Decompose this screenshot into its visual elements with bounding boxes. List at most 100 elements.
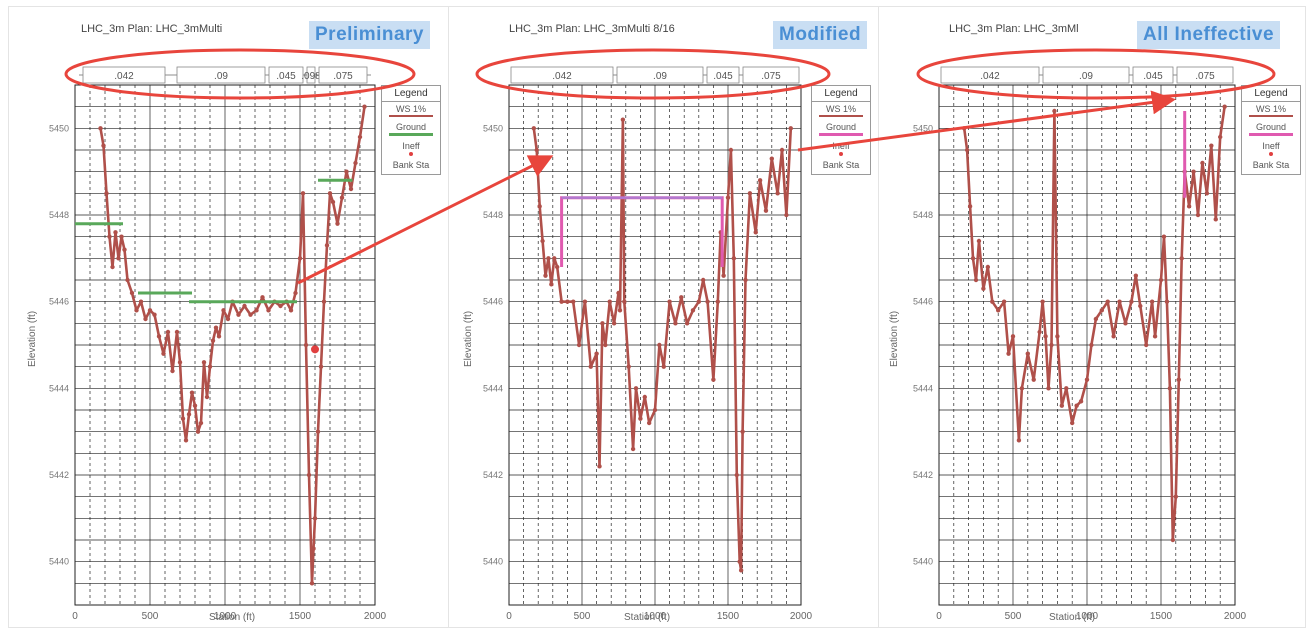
- ground-point: [763, 208, 769, 213]
- ground-point: [1144, 342, 1149, 348]
- x-tick-label: 1500: [289, 611, 312, 622]
- y-tick-label: 5450: [49, 123, 69, 133]
- ground-point: [189, 390, 195, 395]
- ground-point: [638, 416, 643, 421]
- stage-label-preliminary: Preliminary: [309, 21, 430, 49]
- ground-point: [236, 312, 241, 317]
- ground-point: [1089, 342, 1094, 348]
- ground-point: [98, 126, 103, 131]
- ground-point: [571, 299, 576, 304]
- ground-point: [630, 446, 636, 452]
- ground-point: [1052, 108, 1057, 114]
- ground-point: [119, 234, 124, 239]
- ground-point: [1043, 334, 1048, 339]
- ground-point: [600, 321, 605, 326]
- ground-point: [110, 264, 115, 270]
- ground-point: [1123, 321, 1128, 326]
- legend-label: Ineff: [402, 141, 420, 151]
- ground-point: [611, 321, 617, 326]
- y-tick-label: 5444: [913, 383, 933, 393]
- legend-item-ineff: Ineff: [812, 139, 870, 156]
- chart-legend: Legend WS 1% Ground Ineff Bank Sta: [811, 85, 871, 175]
- ground-point: [306, 472, 312, 478]
- y-tick-label: 5446: [49, 297, 69, 307]
- y-axis-label: Elevation (ft): [27, 310, 38, 367]
- ground-point: [311, 546, 316, 551]
- ground-point: [147, 308, 153, 313]
- ground-point: [357, 134, 363, 140]
- x-tick-label: 500: [1005, 611, 1022, 622]
- ground-point: [288, 308, 294, 313]
- ground-point: [1176, 377, 1181, 382]
- ground-point: [335, 221, 340, 226]
- ground-point: [990, 299, 995, 304]
- legend-item-bank: Bank Sta: [382, 158, 440, 174]
- n-value-label: .042: [980, 71, 1000, 82]
- ground-point: [559, 299, 564, 304]
- ground-point: [278, 303, 283, 309]
- ground-point: [646, 420, 652, 426]
- x-tick-label: 1500: [717, 611, 740, 622]
- legend-item-bank: Bank Sta: [812, 158, 870, 174]
- ground-point: [728, 147, 734, 153]
- ground-point: [266, 308, 271, 313]
- legend-item-ineff: Ineff: [382, 139, 440, 156]
- ground-point: [1078, 399, 1084, 404]
- n-value-label: .075: [333, 71, 353, 82]
- ground-point: [711, 377, 716, 382]
- ground-point: [973, 277, 979, 283]
- x-tick-label: 1000: [1076, 611, 1099, 622]
- ground-point: [1055, 334, 1060, 339]
- legend-label: WS 1%: [1255, 104, 1286, 114]
- ground-point: [324, 243, 330, 248]
- x-tick-label: 2000: [364, 611, 387, 622]
- x-tick-label: 500: [142, 611, 159, 622]
- x-tick-label: 0: [72, 611, 78, 622]
- ground-point: [747, 191, 753, 196]
- y-axis-label: Elevation (ft): [463, 310, 474, 367]
- legend-swatch-ground: [389, 133, 433, 136]
- legend-label: Ineff: [832, 141, 850, 151]
- ground-point: [1040, 299, 1045, 304]
- ground-point: [161, 351, 166, 356]
- ground-point: [769, 156, 774, 161]
- y-tick-label: 5448: [913, 210, 933, 220]
- ground-point: [725, 195, 731, 200]
- ground-point: [1191, 169, 1196, 174]
- ground-point: [134, 308, 139, 313]
- x-tick-label: 0: [506, 611, 512, 622]
- ground-point: [594, 351, 599, 356]
- y-tick-label: 5446: [913, 297, 933, 307]
- legend-title: Legend: [1242, 86, 1300, 102]
- ground-point: [1059, 403, 1065, 408]
- ground-point: [788, 126, 793, 131]
- panel-all-ineffective: 0 500 1000 1500 2000 5440 5442 5444 5446 5448 5450…: [878, 6, 1306, 628]
- ground-point: [143, 316, 148, 322]
- ground-point: [603, 342, 608, 348]
- ground-point: [1170, 537, 1176, 543]
- ground-point: [981, 286, 986, 291]
- ground-point: [531, 126, 537, 131]
- ground-point: [690, 308, 696, 313]
- ground-point: [721, 273, 726, 278]
- ground-point: [1186, 204, 1192, 209]
- ground-point: [1133, 273, 1139, 278]
- ground-point: [1149, 299, 1155, 304]
- n-value-label: .09: [1079, 71, 1093, 82]
- ground-point: [248, 312, 253, 317]
- n-value-label: .075: [761, 71, 781, 82]
- legend-title: Legend: [382, 86, 440, 102]
- ground-point: [996, 308, 1001, 313]
- ground-point: [116, 256, 121, 261]
- ground-point: [622, 299, 627, 304]
- stage-label-modified: Modified: [773, 21, 868, 49]
- n-value-label: .042: [552, 71, 572, 82]
- y-tick-label: 5440: [49, 557, 69, 567]
- ground-point: [1222, 104, 1227, 109]
- legend-label: WS 1%: [825, 104, 856, 114]
- ground-point: [344, 169, 349, 174]
- ground-point: [330, 199, 336, 205]
- ground-point: [321, 299, 327, 304]
- ground-point: [576, 342, 582, 348]
- ground-point: [198, 420, 204, 426]
